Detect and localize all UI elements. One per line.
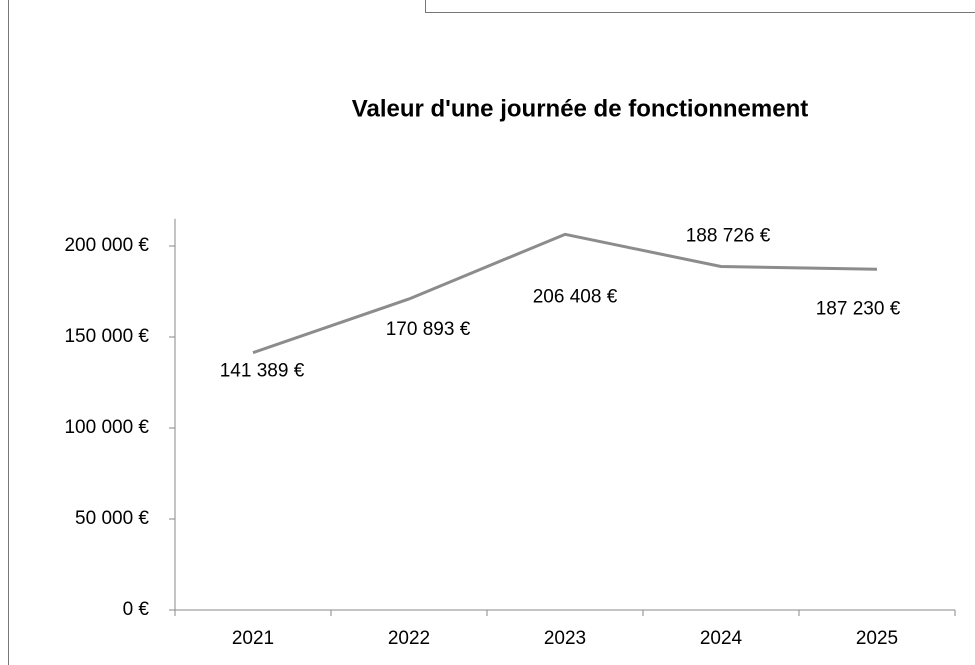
x-tick-label: 2022 xyxy=(388,628,430,649)
data-label: 170 893 € xyxy=(386,319,471,340)
line xyxy=(252,232,878,355)
y-tick-label: 50 000 € xyxy=(75,508,149,529)
data-label: 141 389 € xyxy=(220,361,305,382)
y-tick-label: 100 000 € xyxy=(64,417,149,438)
x-tick-label: 2023 xyxy=(544,628,586,649)
data-label: 188 726 € xyxy=(686,226,771,247)
y-tick-label: 200 000 € xyxy=(64,235,149,256)
data-label: 187 230 € xyxy=(816,298,901,319)
x-tick-label: 2021 xyxy=(232,628,274,649)
y-tick-label: 0 € xyxy=(123,599,150,620)
x-tick-label: 2024 xyxy=(700,628,743,649)
data-label: 206 408 € xyxy=(533,286,618,307)
chart-title: Valeur d'une journée de fonctionnement xyxy=(352,95,808,122)
x-tick-label: 2025 xyxy=(856,628,898,649)
y-tick-label: 150 000 € xyxy=(64,326,149,347)
frame-top-box xyxy=(425,0,975,13)
